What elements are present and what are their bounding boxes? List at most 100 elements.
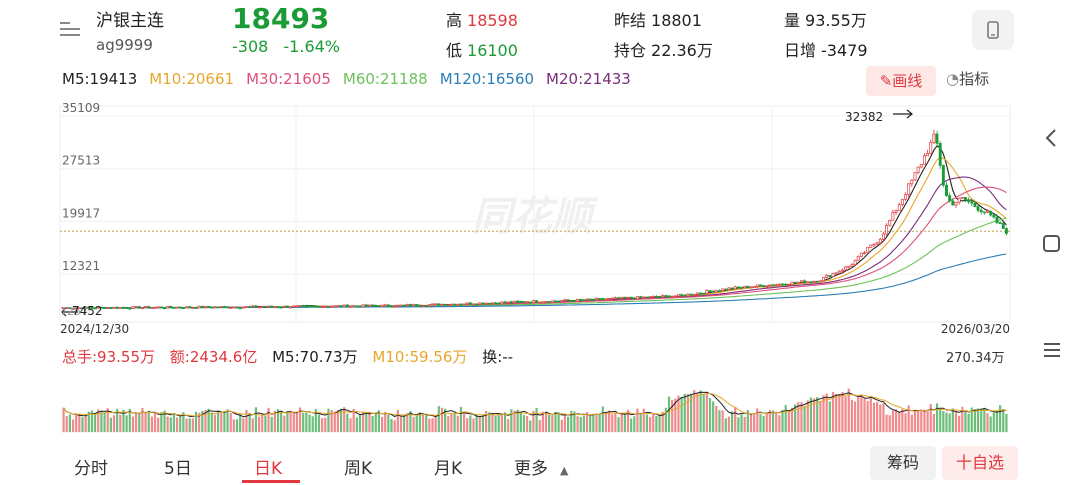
volume-bar (434, 417, 437, 432)
tab-more[interactable]: 更多 ▲ (514, 454, 568, 479)
volume-bar (216, 410, 220, 432)
candle-body (172, 307, 176, 309)
candle-body (774, 284, 778, 286)
chips-button[interactable]: 筹码 (870, 446, 936, 480)
candle-body (582, 299, 586, 302)
candle-body (260, 306, 264, 309)
tab-5day[interactable]: 5日 (164, 459, 192, 479)
volume-bar (447, 416, 450, 432)
candle-body (390, 305, 393, 308)
volume-bar (607, 410, 611, 432)
candle-body (979, 209, 983, 213)
tab-weekly-k[interactable]: 周K (344, 459, 373, 479)
prev-settle-value: 18801 (651, 11, 702, 30)
volume-bar (932, 414, 936, 432)
volume-bar (986, 413, 989, 432)
candle-body (465, 302, 469, 305)
tab-daily-k[interactable]: 日K (254, 459, 283, 479)
candlestick-chart[interactable]: 同花顺 35109 27513 19917 12321 32382 7257 7452… (0, 100, 1030, 340)
volume-bar (825, 393, 828, 432)
volume-bar (172, 413, 176, 432)
volume-bar (768, 410, 772, 432)
candle-body (301, 305, 305, 307)
menu-icon[interactable] (60, 18, 80, 38)
volume-bar (223, 411, 226, 432)
volume-bar (421, 413, 425, 432)
volume-ma-lines (63, 391, 1007, 418)
candle-body (812, 280, 816, 283)
indicator-button[interactable]: ◔指标 (946, 68, 989, 89)
candle-body (591, 299, 595, 301)
volume-bar (973, 410, 976, 432)
candle-body (267, 305, 270, 308)
candle-body (96, 306, 100, 309)
draw-line-button[interactable]: ✎画线 (866, 66, 936, 96)
candle-body (487, 302, 491, 305)
candle-body (140, 307, 144, 309)
candle-body (399, 304, 403, 307)
volume-bar (185, 418, 188, 432)
candle-body (759, 284, 762, 287)
volume-bar (803, 405, 806, 432)
candle-body (724, 288, 728, 291)
volume-bar (816, 397, 819, 432)
candle-body (453, 303, 457, 306)
volume-bar (529, 420, 532, 432)
volume-bar (112, 415, 116, 432)
volume-bar (626, 409, 630, 432)
volume-bar (336, 410, 340, 432)
volume-bar (371, 415, 374, 432)
volume-bar (254, 407, 258, 432)
volume-bar (510, 409, 513, 432)
candle-body (872, 243, 876, 246)
home-icon[interactable] (1040, 232, 1064, 256)
tab-monthly-k[interactable]: 月K (434, 459, 463, 479)
volume-bar (519, 412, 522, 432)
candle-body (989, 210, 993, 216)
volume-bar (664, 407, 667, 432)
low-stat: 低 16100 (446, 37, 518, 61)
turnover-rate-label: 换:-- (482, 348, 514, 366)
candle-body (708, 290, 712, 292)
volume-bar (702, 394, 705, 432)
volume-chart[interactable] (0, 366, 1030, 436)
candle-body (1004, 228, 1008, 234)
candle-body (834, 272, 838, 275)
volume-bar (119, 414, 122, 432)
volume-bar (232, 419, 235, 432)
candle-body (755, 284, 759, 287)
volume-bar (292, 413, 295, 432)
volume-bar (809, 397, 813, 432)
candle-body (462, 303, 466, 306)
candle-body (210, 306, 214, 309)
volume-bar (150, 416, 153, 432)
volume-bar (860, 394, 863, 432)
volume-bar (71, 419, 75, 432)
landscape-toggle-button[interactable] (972, 10, 1014, 50)
volume-bar (942, 411, 945, 432)
recent-apps-icon[interactable] (1040, 338, 1064, 362)
candle-body (992, 214, 996, 218)
candle-body (178, 306, 182, 309)
candle-body (393, 305, 397, 308)
tab-intraday[interactable]: 分时 (74, 459, 108, 479)
candle-body (664, 295, 668, 297)
volume-bar (207, 408, 210, 432)
candle-body (743, 285, 747, 289)
candle-body (793, 281, 797, 284)
candle-body (437, 303, 441, 306)
candle-body (336, 305, 340, 307)
volume-bar (399, 416, 403, 432)
candle-body (768, 284, 772, 287)
volume-bar (503, 412, 507, 432)
candle-body (781, 283, 784, 286)
volume-bar (406, 413, 409, 432)
candle-body (314, 305, 318, 308)
candle-body (730, 287, 734, 290)
add-watchlist-button[interactable]: 十自选 (942, 446, 1018, 480)
ma-legend-item: M20:21433 (546, 70, 631, 88)
volume-bar (390, 418, 393, 432)
back-icon[interactable] (1040, 126, 1064, 150)
volume-bar (526, 416, 529, 432)
volume-bar (592, 414, 595, 432)
